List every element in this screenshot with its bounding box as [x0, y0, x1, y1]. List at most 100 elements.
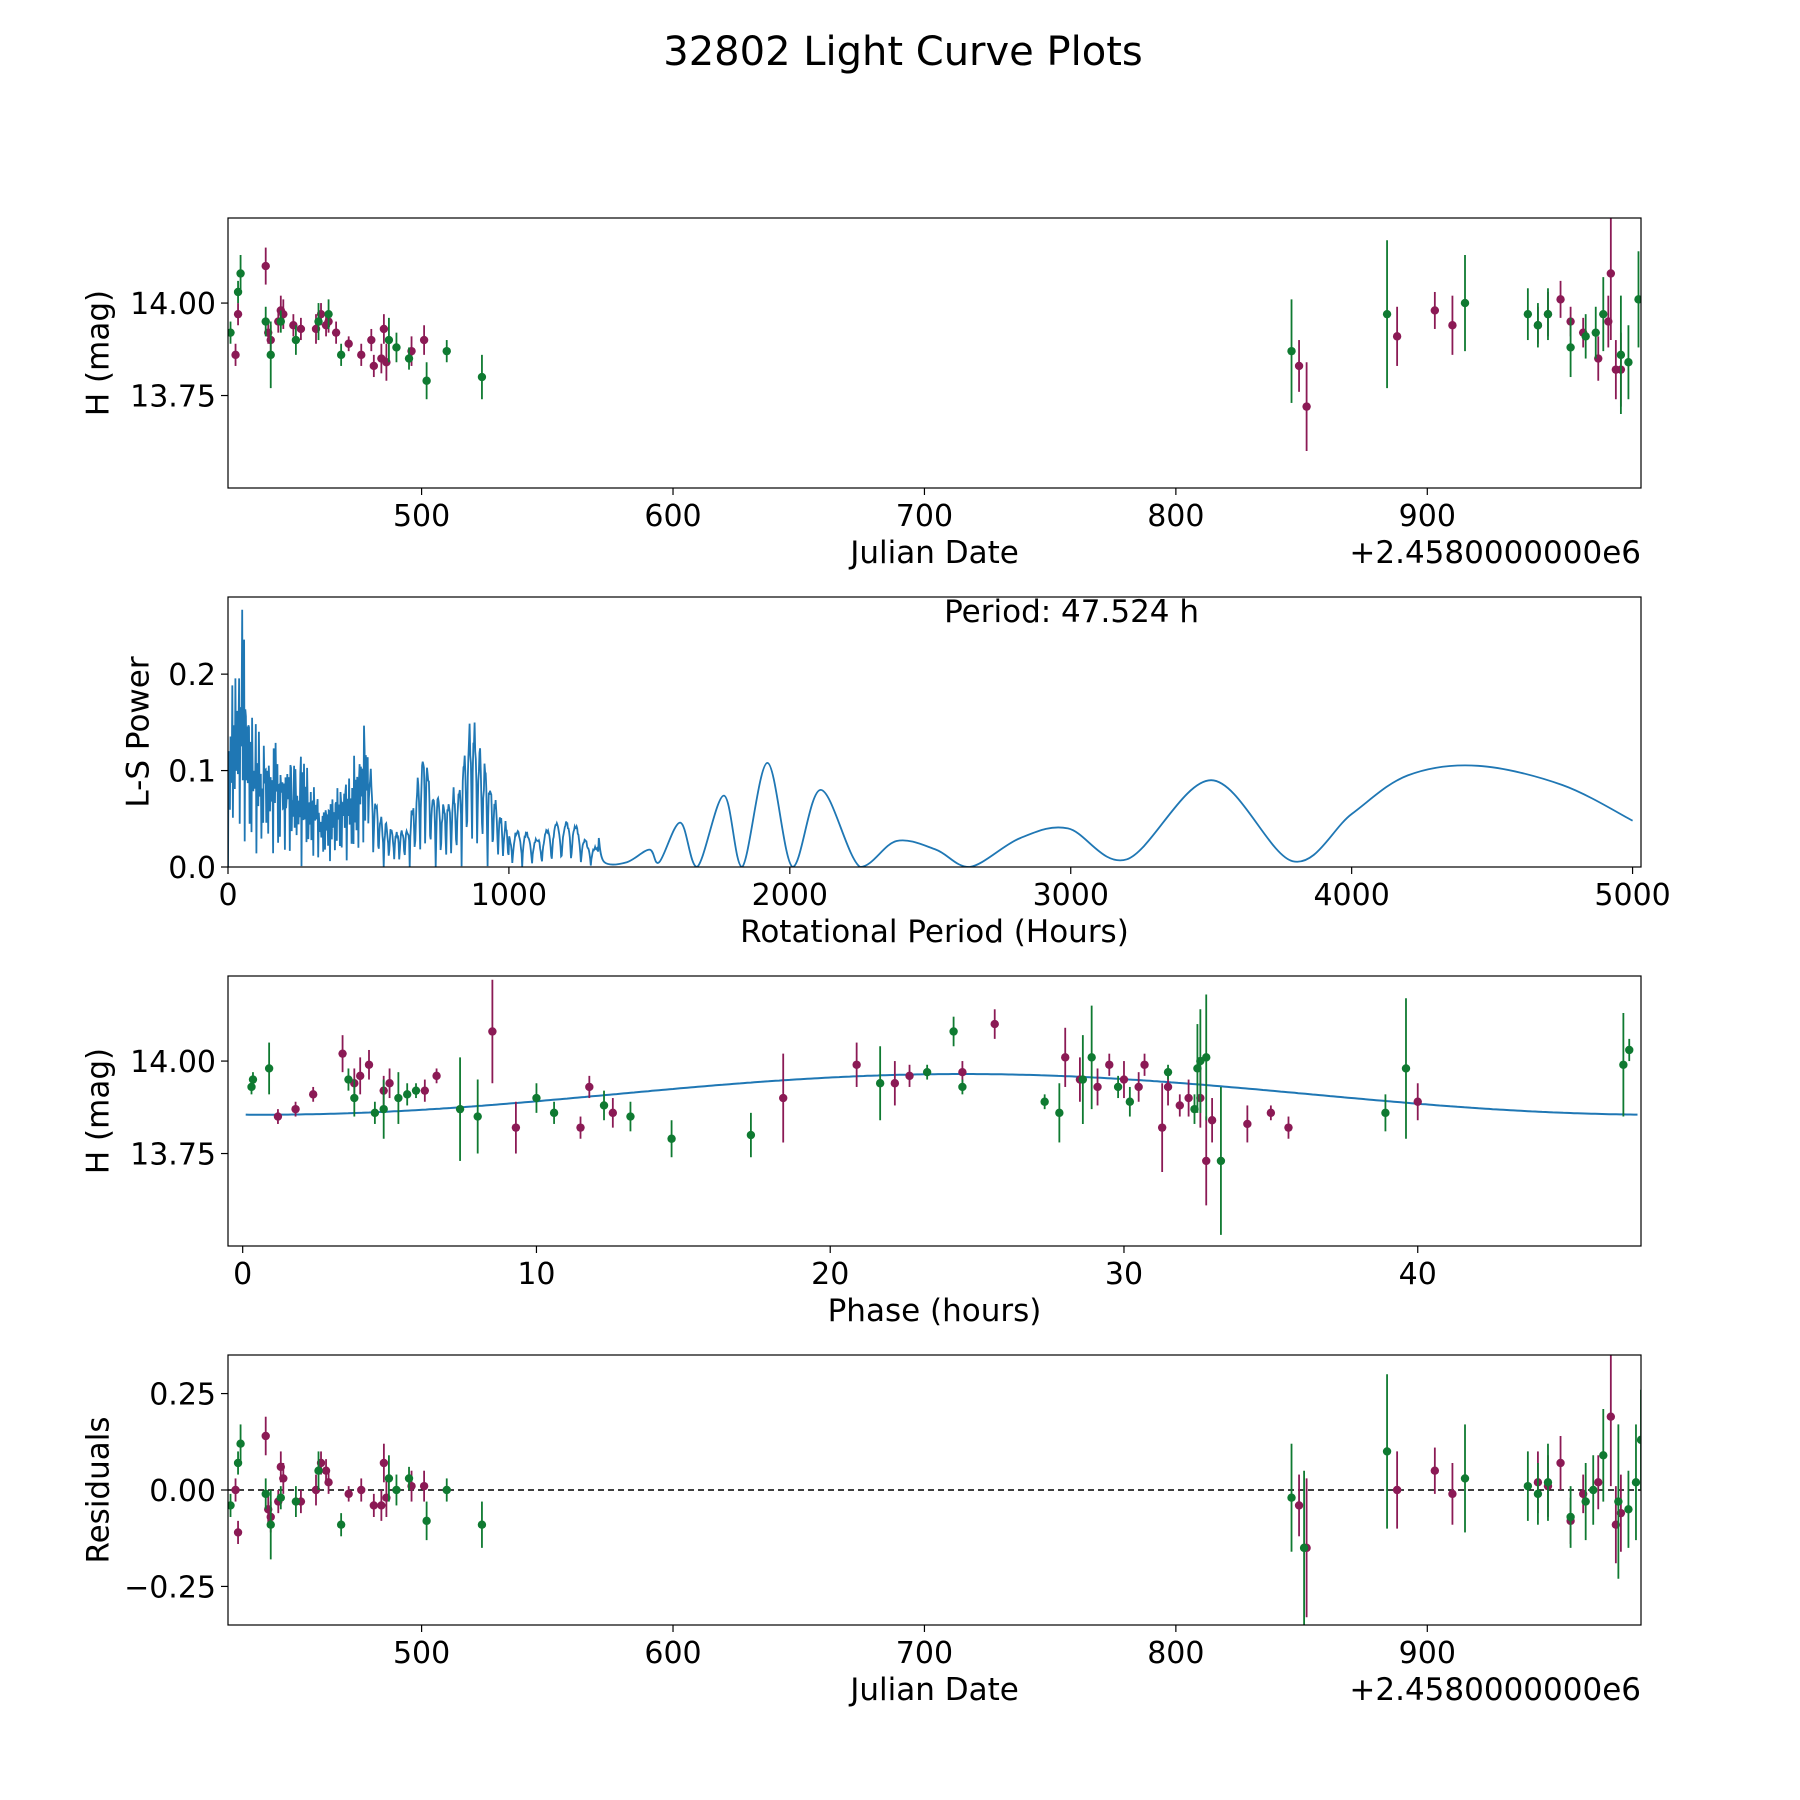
data-point	[247, 1082, 256, 1092]
data-point	[1591, 328, 1600, 337]
x-tick-label: 40	[1399, 1257, 1437, 1292]
data-point	[276, 317, 285, 326]
x-tick-label: 900	[1399, 499, 1456, 534]
data-point	[1061, 1053, 1070, 1062]
data-point	[1533, 1489, 1543, 1499]
data-point	[852, 1060, 861, 1069]
data-point	[291, 1497, 301, 1506]
data-point	[432, 1071, 441, 1081]
data-point	[667, 1134, 676, 1143]
series-a	[273, 979, 1422, 1206]
data-point	[1294, 361, 1304, 371]
y-tick-label: 0.0	[168, 851, 216, 886]
data-point	[266, 1520, 275, 1529]
data-point	[385, 1079, 394, 1088]
data-point	[370, 1108, 380, 1118]
data-point	[1381, 1108, 1390, 1118]
y-axis-label: Residuals	[81, 1416, 117, 1563]
y-tick-label: 13.75	[130, 380, 216, 415]
y-tick-label: 13.75	[130, 1138, 216, 1173]
data-point	[585, 1082, 594, 1092]
data-point	[369, 1501, 379, 1510]
phased-plot-area	[245, 979, 1638, 1235]
data-point	[228, 1501, 235, 1510]
data-point	[477, 1520, 487, 1529]
x-axis-label: Rotational Period (Hours)	[740, 914, 1129, 950]
data-point	[922, 1067, 932, 1077]
x-axis-label: Julian Date	[848, 535, 1019, 571]
periodogram-axes-frame	[227, 596, 1642, 868]
data-point	[1566, 343, 1575, 352]
data-point	[1125, 1097, 1135, 1106]
data-point	[228, 328, 235, 337]
x-offset-label: +2.4580000000e6	[1349, 535, 1641, 571]
data-point	[1055, 1108, 1064, 1118]
figure-title: 32802 Light Curve Plots	[663, 29, 1142, 75]
data-point	[1624, 358, 1633, 367]
data-point	[1448, 1489, 1457, 1499]
data-point	[1556, 1458, 1565, 1468]
data-point	[384, 335, 394, 345]
data-point	[379, 1104, 388, 1114]
x-tick-label: 3000	[1033, 878, 1109, 913]
data-point	[231, 350, 240, 360]
data-point	[314, 317, 323, 326]
data-point	[273, 1112, 283, 1121]
y-tick-label: 0.2	[168, 658, 216, 693]
x-tick-label: 0	[218, 878, 237, 913]
data-point	[379, 324, 389, 334]
data-point	[367, 335, 376, 345]
data-point	[1566, 1512, 1575, 1522]
series-a	[231, 218, 1626, 452]
data-point	[1243, 1119, 1252, 1129]
data-point	[261, 1431, 270, 1441]
y-tick-label: 0.25	[149, 1378, 216, 1413]
data-point	[532, 1093, 541, 1103]
y-axis-label: H (mag)	[81, 1048, 117, 1174]
data-point	[404, 354, 414, 363]
data-point	[419, 335, 429, 345]
data-point	[394, 1093, 403, 1103]
data-point	[1625, 1045, 1634, 1055]
data-point	[404, 1474, 414, 1483]
data-point	[779, 1093, 788, 1103]
x-tick-label: 700	[896, 499, 953, 534]
data-point	[314, 1466, 323, 1475]
phased-axes-frame	[227, 975, 1642, 1247]
data-point	[576, 1123, 585, 1132]
data-point	[455, 1104, 465, 1114]
data-point	[1157, 1123, 1167, 1132]
x-tick-label: 500	[393, 499, 450, 534]
x-tick-label: 0	[233, 1257, 252, 1292]
data-point	[344, 1075, 353, 1084]
data-point	[411, 1086, 421, 1095]
data-point	[1599, 1451, 1608, 1460]
data-point	[1543, 309, 1553, 319]
data-point	[231, 1485, 240, 1495]
data-point	[1606, 269, 1616, 278]
data-point	[236, 269, 245, 278]
x-tick-label: 800	[1147, 1636, 1204, 1671]
panel-periodogram: 0 1000 2000 3000 4000 5000 0.0 0.1 0.2 Rotational…	[121, 594, 1671, 950]
data-point	[1163, 1082, 1173, 1092]
data-point	[1401, 1064, 1411, 1073]
data-point	[279, 1474, 288, 1483]
y-tick-label: 0.1	[168, 755, 216, 790]
x-tick-label: 5000	[1594, 878, 1670, 913]
data-point	[1184, 1093, 1193, 1103]
x-tick-label: 900	[1399, 1636, 1456, 1671]
data-point	[1606, 1412, 1616, 1421]
data-point	[608, 1108, 618, 1118]
data-point	[324, 309, 333, 319]
data-point	[1581, 1497, 1590, 1506]
residuals-plot-area	[228, 1355, 1641, 1625]
data-point	[420, 1086, 430, 1095]
y-axis-label: L-S Power	[121, 656, 157, 807]
data-point	[1581, 332, 1590, 341]
data-point	[1302, 402, 1311, 411]
periodogram-plot-area	[228, 609, 1634, 867]
model-fit-curve	[245, 1073, 1638, 1116]
data-point	[511, 1123, 521, 1132]
data-point	[1266, 1108, 1276, 1118]
data-point	[248, 1075, 258, 1084]
